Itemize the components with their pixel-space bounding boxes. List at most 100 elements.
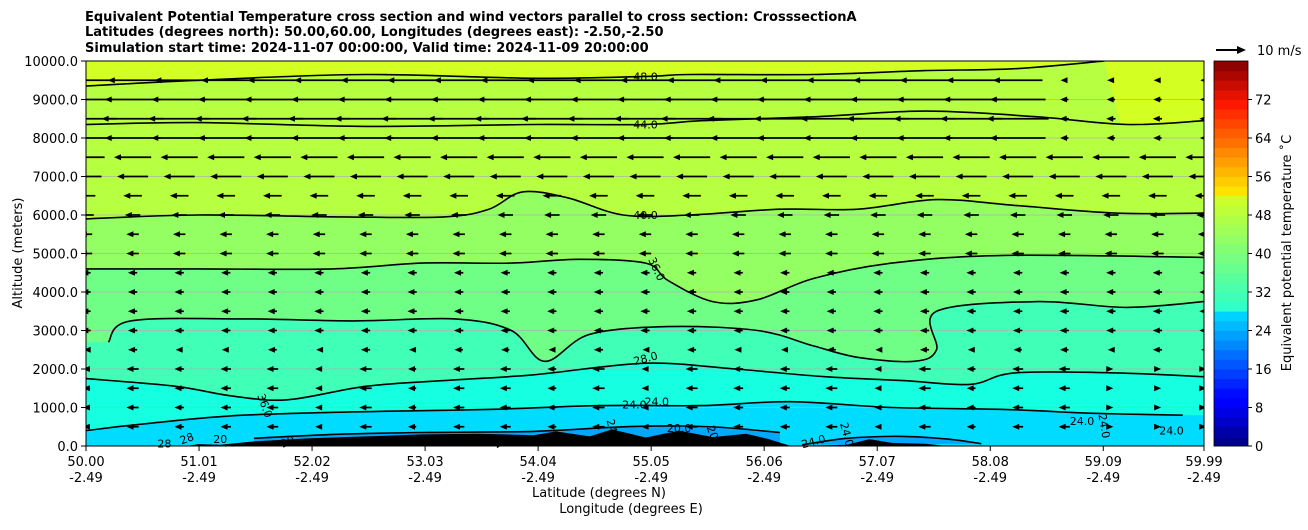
wind-arrow-head — [433, 77, 441, 84]
wind-arrow — [642, 346, 650, 353]
wind-arrow-head — [873, 269, 881, 276]
wind-arrow — [126, 366, 139, 372]
wind-arrow — [1106, 423, 1114, 430]
wind-arrow — [127, 327, 138, 334]
wind-arrow — [500, 269, 510, 276]
wind-arrow — [547, 423, 557, 430]
colorbar-band — [1214, 282, 1248, 293]
wind-arrow — [500, 308, 510, 315]
wind-arrow-head — [1013, 269, 1021, 276]
wind-arrow — [1104, 250, 1118, 257]
contour-line-48 — [86, 61, 1105, 87]
wind-arrow-head — [874, 385, 882, 392]
wind-arrow — [500, 289, 510, 295]
wind-arrow — [640, 308, 650, 315]
wind-arrow — [826, 289, 836, 295]
wind-arrow-head — [582, 173, 590, 180]
wind-arrow — [1149, 212, 1166, 218]
wind-arrow — [267, 327, 277, 334]
wind-arrow-head — [873, 327, 881, 334]
wind-arrow-head — [686, 308, 694, 315]
wind-arrow-head — [1185, 154, 1193, 161]
wind-arrow — [966, 327, 976, 334]
colorbar-band — [1214, 253, 1248, 264]
wind-arrow-head — [1058, 366, 1066, 372]
wind-arrow — [722, 173, 754, 180]
wind-arrow-head — [1152, 327, 1160, 334]
wind-arrow — [359, 423, 372, 430]
wind-arrow-head — [1060, 77, 1068, 84]
wind-arrow-head — [174, 385, 182, 392]
wind-arrow-head — [454, 269, 462, 276]
wind-arrow-head — [266, 366, 274, 372]
wind-arrow — [1012, 366, 1024, 372]
wind-arrow — [1045, 154, 1083, 161]
wind-arrow-head — [826, 327, 834, 334]
wind-arrow-head — [733, 366, 741, 372]
colorbar-tick-label: 40 — [1255, 248, 1272, 263]
wind-arrow-head — [641, 385, 649, 392]
wind-arrow-head — [548, 346, 556, 353]
contour-label: 24.0 — [1095, 413, 1112, 439]
wind-arrow-head — [113, 154, 121, 161]
wind-arrow-head — [453, 366, 461, 372]
wind-arrow-head — [1013, 346, 1021, 353]
wind-arrow — [685, 366, 698, 372]
wind-arrow-head — [1012, 366, 1020, 372]
wind-arrow-head — [174, 327, 182, 334]
wind-arrow — [999, 154, 1037, 161]
colorbar-tick-label: 16 — [1255, 363, 1272, 378]
wind-arrow-head — [825, 231, 833, 238]
contour-label: 20 — [213, 433, 227, 446]
quiver-key-label: 10 m/s — [1257, 44, 1302, 59]
wind-arrow — [314, 289, 324, 295]
wind-arrow — [300, 154, 338, 161]
wind-arrow-head — [126, 231, 134, 238]
wind-arrow-head — [1106, 289, 1114, 295]
wind-arrow-head — [753, 115, 761, 122]
colorbar-band — [1214, 320, 1248, 331]
wind-arrow-head — [499, 250, 507, 257]
wind-arrow — [779, 366, 790, 372]
wind-arrow-head — [1106, 327, 1114, 334]
wind-arrow-head — [359, 423, 367, 430]
wind-arrow-head — [86, 423, 90, 430]
wind-arrow — [314, 308, 324, 315]
wind-arrow-head — [663, 135, 671, 141]
wind-arrow — [919, 346, 930, 353]
wind-arrow — [822, 192, 841, 199]
wind-arrow-head — [266, 231, 274, 238]
wind-arrow-head — [523, 96, 531, 103]
wind-arrow-head — [497, 212, 505, 218]
wind-arrow — [874, 385, 882, 392]
wind-arrow-head — [919, 327, 927, 334]
wind-arrow — [1199, 328, 1204, 333]
wind-arrow-head — [1199, 136, 1204, 140]
wind-arrow — [1152, 269, 1163, 276]
wind-arrow-head — [909, 173, 916, 180]
wind-arrow-head — [1106, 135, 1114, 141]
wind-arrow — [340, 77, 391, 84]
wind-arrow — [454, 327, 464, 334]
wind-arrow — [1058, 385, 1070, 392]
wind-arrow — [486, 154, 524, 161]
wind-arrow-head — [1152, 115, 1160, 122]
wind-arrow-head — [316, 346, 324, 353]
wind-arrow — [967, 346, 975, 353]
wind-arrow — [579, 154, 618, 161]
wind-arrow-head — [86, 327, 89, 334]
wind-arrow-head — [315, 423, 323, 430]
wind-arrow-head — [454, 346, 462, 353]
wind-arrow — [266, 423, 279, 430]
wind-arrow-head — [405, 250, 413, 257]
wind-arrow-head — [454, 289, 462, 295]
wind-arrow-head — [989, 96, 997, 103]
wind-arrow — [641, 366, 649, 372]
wind-arrow — [172, 250, 186, 257]
wind-arrow-head — [685, 366, 693, 372]
wind-arrow-head — [734, 346, 742, 353]
wind-arrow — [780, 308, 790, 315]
chart-title-line-1: Equivalent Potential Temperature cross s… — [85, 10, 857, 25]
wind-arrow — [731, 231, 745, 238]
